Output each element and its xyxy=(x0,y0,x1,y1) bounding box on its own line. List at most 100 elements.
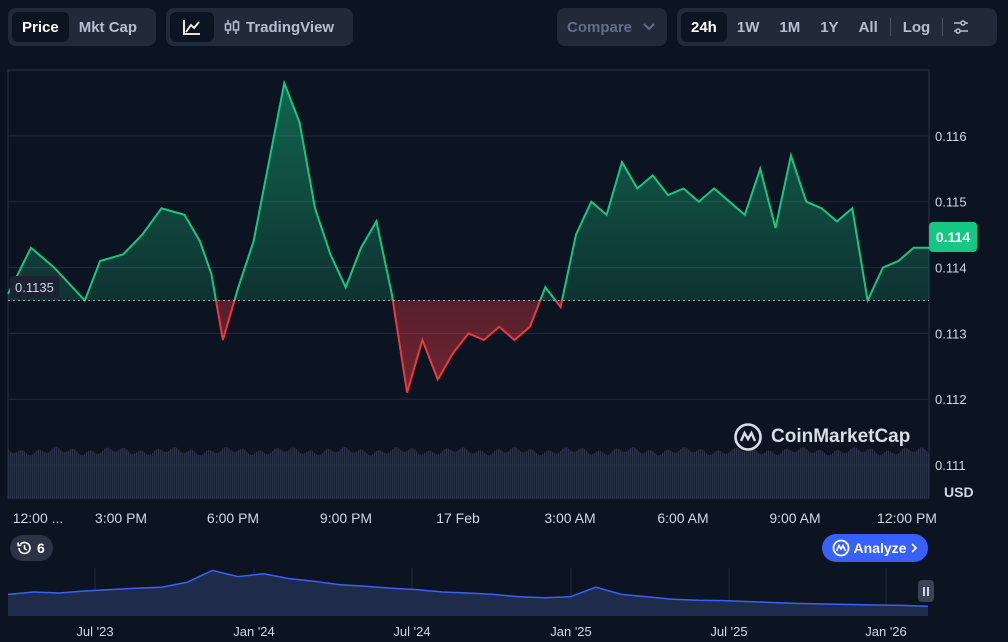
volume-bar xyxy=(286,451,288,498)
volume-bar xyxy=(844,453,846,498)
volume-bar xyxy=(262,451,264,498)
volume-bar xyxy=(482,451,484,498)
volume-bar xyxy=(824,453,826,498)
volume-bar xyxy=(306,452,308,498)
volume-bar xyxy=(778,454,780,498)
volume-bar xyxy=(586,451,588,498)
volume-bar xyxy=(34,452,36,498)
volume-bar xyxy=(316,454,318,498)
volume-bar xyxy=(218,452,220,498)
volume-bar xyxy=(608,454,610,498)
volume-bar xyxy=(644,452,646,498)
log-scale-toggle[interactable]: Log xyxy=(902,18,931,36)
x-tick-label: 9:00 AM xyxy=(769,510,821,526)
volume-bar xyxy=(332,451,334,498)
range-1m[interactable]: 1M xyxy=(779,18,801,36)
volume-bar xyxy=(916,450,918,498)
volume-bar xyxy=(828,455,830,498)
volume-bar xyxy=(394,447,396,498)
range-24h[interactable]: 24h xyxy=(681,12,727,42)
volume-bar xyxy=(616,448,618,498)
volume-bar xyxy=(878,454,880,498)
volume-bar xyxy=(672,452,674,498)
volume-bar xyxy=(888,450,890,498)
volume-bar xyxy=(372,454,374,498)
volume-bar xyxy=(288,450,290,498)
volume-bar xyxy=(456,451,458,498)
tab-market-cap[interactable]: Mkt Cap xyxy=(78,18,138,36)
divider xyxy=(942,18,944,36)
volume-bar xyxy=(116,451,118,498)
volume-bar xyxy=(570,450,572,498)
analyze-button[interactable]: Analyze xyxy=(822,534,928,562)
volume-bar xyxy=(450,449,452,498)
volume-bar xyxy=(736,447,738,498)
volume-bar xyxy=(620,450,622,498)
volume-bar xyxy=(732,449,734,498)
volume-bar xyxy=(224,447,226,498)
volume-bar xyxy=(414,449,416,498)
volume-bar xyxy=(172,447,174,498)
volume-bar xyxy=(486,454,488,498)
volume-bar xyxy=(250,454,252,498)
tab-price[interactable]: Price xyxy=(12,12,69,42)
watermark-text: CoinMarketCap xyxy=(771,426,911,447)
volume-bar xyxy=(720,451,722,498)
volume-bar xyxy=(94,452,96,498)
area-fill-up xyxy=(8,83,929,301)
volume-bar xyxy=(216,453,218,498)
volume-bar xyxy=(358,450,360,498)
volume-bar xyxy=(610,453,612,498)
volume-bar xyxy=(156,449,158,498)
price-chart[interactable]: 0.116 0.115 0.114 0.113 0.112 0.111 xyxy=(0,60,1008,500)
volume-bar xyxy=(526,451,528,498)
navigator-handle[interactable] xyxy=(918,580,934,602)
volume-bar xyxy=(264,453,266,498)
range-1w[interactable]: 1W xyxy=(736,18,760,36)
volume-bar xyxy=(252,454,254,498)
volume-bar xyxy=(664,451,666,498)
volume-bar xyxy=(66,451,68,498)
line-chart-button[interactable] xyxy=(170,12,214,42)
y-tick-label: 0.112 xyxy=(935,392,967,407)
volume-bar xyxy=(112,450,114,498)
volume-bar xyxy=(568,448,570,498)
volume-bar xyxy=(518,449,520,498)
volume-bar xyxy=(338,450,340,498)
tradingview-button[interactable]: TradingView xyxy=(214,12,344,42)
volume-bar xyxy=(686,447,688,498)
volume-bar xyxy=(198,454,200,498)
volume-bar xyxy=(320,454,322,498)
volume-bar xyxy=(726,454,728,498)
volume-bar xyxy=(196,453,198,498)
volume-bar xyxy=(496,449,498,498)
volume-bar xyxy=(746,450,748,498)
x-tick-label: 12:00 ... xyxy=(12,510,64,526)
volume-bar xyxy=(580,448,582,498)
volume-bar xyxy=(516,447,518,498)
volume-bar xyxy=(774,454,776,498)
range-all[interactable]: All xyxy=(858,18,878,36)
volume-bar xyxy=(134,453,136,498)
range-1y[interactable]: 1Y xyxy=(820,18,839,36)
volume-bar xyxy=(554,453,556,498)
volume-bar xyxy=(258,450,260,498)
volume-bar xyxy=(688,449,690,498)
events-button[interactable]: 6 xyxy=(10,535,53,561)
volume-bar xyxy=(102,450,104,498)
volume-bar xyxy=(868,449,870,498)
volume-bar xyxy=(194,451,196,498)
overview-navigator[interactable] xyxy=(0,564,1008,620)
volume-bar xyxy=(702,449,704,498)
volume-bar xyxy=(790,450,792,498)
volume-bar xyxy=(282,451,284,498)
volume-bar xyxy=(314,452,316,498)
compare-dropdown[interactable]: Compare xyxy=(557,8,667,46)
volume-bar xyxy=(874,451,876,498)
volume-bar xyxy=(780,453,782,498)
chart-settings-button[interactable] xyxy=(945,12,977,42)
volume-bar xyxy=(470,453,472,498)
volume-bar xyxy=(398,448,400,498)
volume-bar xyxy=(734,447,736,498)
volume-bar xyxy=(240,448,242,498)
